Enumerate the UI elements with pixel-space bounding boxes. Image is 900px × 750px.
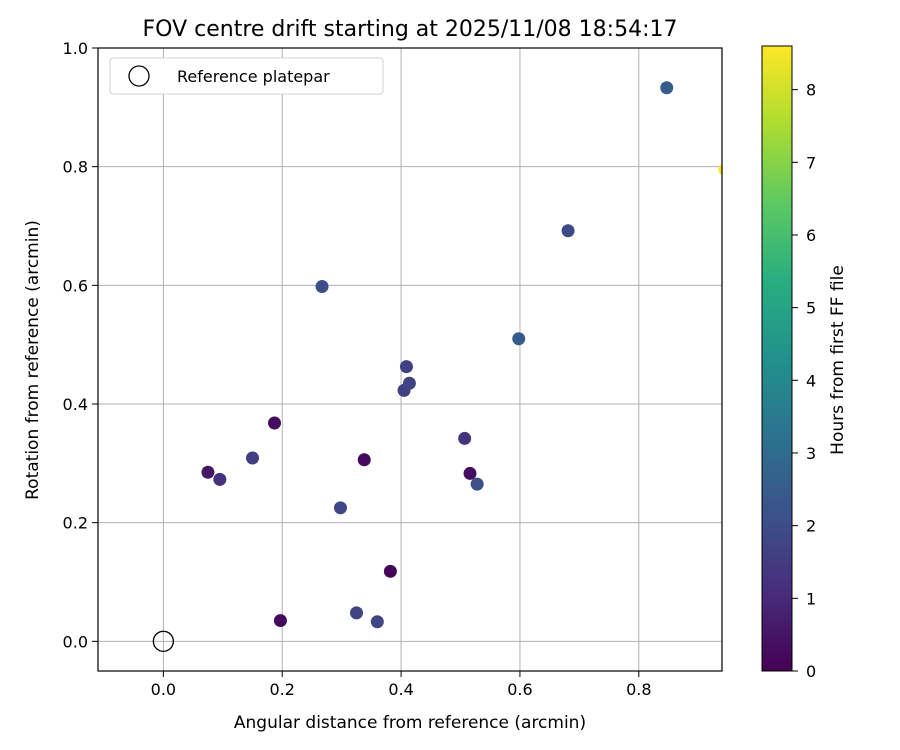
data-points: [152, 81, 722, 652]
data-point: [333, 501, 347, 515]
data-point: [273, 614, 287, 628]
colorbar-tick-label: 8: [806, 81, 816, 100]
data-point: [402, 376, 416, 390]
y-tick-label: 1.0: [63, 39, 88, 58]
y-tick-label: 0.6: [63, 276, 88, 295]
grid: [98, 47, 722, 671]
data-point: [512, 332, 526, 346]
data-point: [660, 81, 674, 95]
x-tick-label: 0.2: [270, 680, 295, 699]
data-point: [315, 280, 329, 294]
data-point: [718, 163, 722, 176]
data-point: [470, 477, 484, 491]
colorbar-tick-label: 0: [806, 662, 816, 681]
x-axis-label: Angular distance from reference (arcmin): [234, 713, 586, 733]
x-axis-ticks: 0.0 0.2 0.4 0.6 0.8: [151, 671, 652, 699]
data-point: [561, 224, 575, 238]
data-point: [399, 360, 413, 374]
x-tick-label: 0.4: [388, 680, 413, 699]
colorbar-tick-label: 6: [806, 226, 816, 245]
colorbar-ticks: 0 1 2 3 4 5 6 7 8: [792, 81, 816, 681]
plot-frame: [97, 47, 723, 672]
chart-title: FOV centre drift starting at 2025/11/08 …: [143, 17, 678, 42]
legend-marker-reference: [128, 65, 150, 87]
colorbar-gradient: [761, 45, 793, 672]
legend-box: [109, 57, 384, 95]
colorbar-tick-label: 5: [806, 299, 816, 318]
colorbar-tick-label: 1: [806, 589, 816, 608]
data-point: [350, 606, 364, 620]
x-tick-label: 0.6: [507, 680, 532, 699]
data-point: [268, 416, 282, 430]
data-point: [463, 466, 477, 480]
colorbar-label: Hours from first FF file: [828, 265, 848, 455]
x-tick-label: 0.0: [151, 680, 176, 699]
colorbar-tick-label: 3: [806, 444, 816, 463]
y-tick-label: 0.4: [63, 395, 88, 414]
y-tick-label: 0.8: [63, 158, 88, 177]
data-point: [370, 615, 384, 629]
y-axis-label: Rotation from reference (arcmin): [23, 220, 43, 500]
colorbar-tick-label: 2: [806, 517, 816, 536]
y-tick-label: 0.0: [63, 632, 88, 651]
legend: Reference platepar: [109, 57, 384, 95]
data-point: [458, 431, 472, 445]
y-tick-label: 0.2: [63, 514, 88, 533]
y-axis-ticks: 0.0 0.2 0.4 0.6 0.8 1.0: [63, 39, 98, 651]
colorbar-tick-label: 4: [806, 371, 816, 390]
data-point: [383, 564, 397, 578]
data-point: [213, 472, 227, 486]
data-point: [357, 453, 371, 467]
colorbar: 0 1 2 3 4 5 6 7 8 Hours from first FF file: [761, 45, 848, 681]
legend-label: Reference platepar: [177, 67, 330, 86]
data-point: [201, 465, 215, 479]
colorbar-tick-label: 7: [806, 153, 816, 172]
data-point: [246, 451, 260, 465]
reference-platepar-marker: [152, 630, 175, 652]
x-tick-label: 0.8: [626, 680, 651, 699]
